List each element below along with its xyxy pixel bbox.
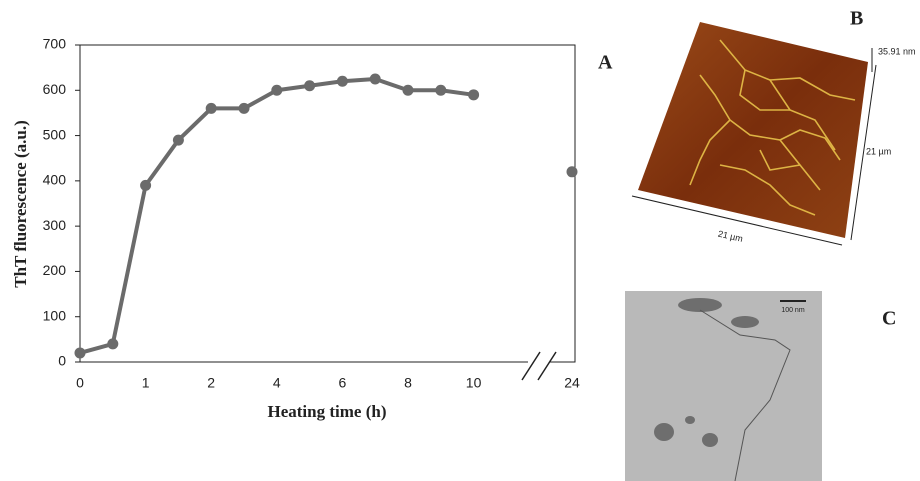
x-tick-label: 8 — [404, 375, 412, 391]
x-tick-label: 6 — [339, 375, 347, 391]
data-point — [566, 166, 578, 178]
tem-fibril — [699, 309, 791, 481]
y-tick-label: 200 — [43, 262, 67, 278]
panel-label: A — [598, 52, 613, 74]
x-tick-label: 0 — [76, 375, 84, 391]
panel-label: B — [850, 8, 863, 30]
y-tick-label: 300 — [43, 217, 67, 233]
axis-break — [537, 351, 557, 381]
data-point — [336, 75, 348, 87]
dimension-line — [631, 195, 843, 246]
y-tick-label: 500 — [43, 126, 67, 142]
afm-front-label: 21 µm — [717, 229, 744, 244]
y-tick-label: 100 — [43, 307, 67, 323]
data-point — [369, 73, 381, 85]
x-tick-label: 24 — [564, 375, 580, 391]
data-point — [172, 134, 184, 146]
data-point — [402, 84, 414, 96]
data-point — [107, 338, 119, 350]
data-point — [238, 102, 250, 114]
afm-image: 35.91 nm 21 µm 21 µm — [631, 22, 916, 246]
afm-fibrils — [689, 39, 856, 216]
y-axis-label: ThT fluorescence (a.u.) — [11, 120, 30, 287]
y-tick-label: 600 — [43, 81, 67, 97]
scale-bar-label: 100 nm — [781, 307, 805, 314]
tem-aggregates — [654, 298, 759, 447]
data-point — [74, 347, 86, 359]
tem-background — [625, 291, 822, 481]
x-axis-label: Heating time (h) — [268, 402, 387, 421]
afm-surface — [638, 22, 868, 238]
y-tick-label: 700 — [43, 36, 67, 52]
panel-label: C — [882, 308, 896, 330]
axis-break-mask — [528, 352, 550, 372]
axis-break — [521, 351, 541, 381]
dimension-line — [850, 64, 877, 241]
data-point — [304, 80, 316, 92]
y-tick-label: 0 — [58, 353, 66, 369]
data-point — [205, 102, 217, 114]
x-tick-label: 2 — [207, 375, 215, 391]
data-point — [271, 84, 283, 96]
afm-height-label: 35.91 nm — [878, 46, 916, 56]
tem-image: 100 nm — [625, 291, 822, 481]
afm-side-label: 21 µm — [866, 146, 891, 156]
x-tick-label: 4 — [273, 375, 281, 391]
x-tick-label: 1 — [142, 375, 150, 391]
data-point — [140, 179, 152, 191]
data-point — [468, 89, 480, 101]
y-tick-label: 400 — [43, 172, 67, 188]
x-tick-label: 10 — [466, 375, 482, 391]
series-line — [80, 79, 572, 353]
data-point — [435, 84, 447, 96]
plot-frame — [79, 44, 576, 363]
